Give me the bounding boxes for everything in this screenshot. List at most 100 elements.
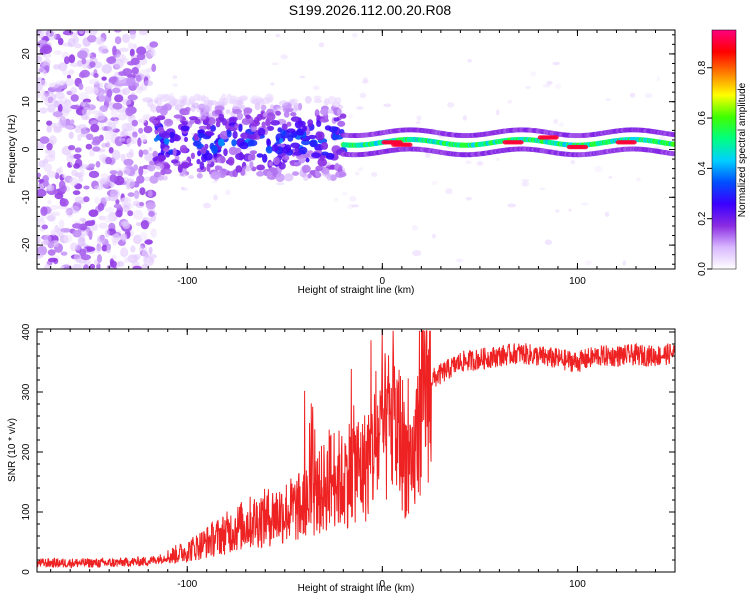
snr-ylabel: SNR (10 * v/v)	[7, 418, 18, 482]
heatmap-cell	[133, 191, 140, 200]
heatmap-cell	[88, 209, 99, 217]
heatmap-cell	[279, 100, 289, 106]
heatmap-cell	[77, 236, 86, 247]
heatmap-cell	[594, 166, 603, 173]
heatmap-cell	[327, 96, 337, 105]
heatmap-cell	[90, 219, 96, 225]
y-tick-label: 0	[21, 569, 32, 575]
heatmap-cell	[357, 167, 364, 172]
heatmap-cell	[275, 173, 285, 183]
heatmap-cell	[383, 103, 392, 108]
heatmap-cell	[41, 61, 46, 68]
heatmap-cell	[250, 153, 256, 161]
heatmap-cell	[162, 175, 168, 181]
heatmap-cell	[286, 128, 296, 133]
heatmap-cell	[254, 102, 261, 111]
heatmap-cell	[119, 137, 126, 142]
heatmap-cell	[48, 86, 55, 94]
heatmap-cell	[236, 112, 243, 121]
heatmap-cell	[530, 71, 537, 77]
heatmap-cell	[218, 97, 224, 104]
x-tick-label: -100	[177, 579, 197, 590]
heatmap-cell	[88, 170, 100, 178]
heatmap-cell	[53, 100, 60, 108]
heatmap-cell	[425, 152, 431, 158]
heatmap-cell	[88, 163, 96, 168]
heatmap-cell	[90, 124, 100, 133]
heatmap-cell	[123, 167, 131, 175]
heatmap-cell	[608, 176, 613, 179]
colorbar-tick-label: 0.0	[697, 262, 708, 276]
heatmap-cell	[147, 190, 153, 197]
colorbar-tick-label: 0.8	[697, 60, 708, 74]
heatmap-cell	[285, 108, 294, 113]
colorbar-ticks: 0.0 0.2 0.4 0.6 0.8	[697, 60, 712, 276]
heatmap-cell	[622, 260, 627, 266]
heatmap-cell	[94, 185, 104, 191]
heatmap-cell	[101, 143, 108, 148]
heatmap-cell	[219, 130, 230, 140]
heatmap-cell	[68, 69, 75, 75]
heatmap-cell	[256, 153, 264, 158]
y-tick-label: 20	[21, 48, 32, 60]
heatmap-cell	[37, 172, 41, 178]
heatmap-cell	[582, 144, 589, 150]
heatmap-cell	[284, 144, 292, 151]
heatmap-cell	[539, 187, 546, 191]
colorbar-tick-label: 0.2	[697, 211, 708, 225]
heatmap-cell	[135, 87, 143, 94]
heatmap-cell	[122, 204, 130, 213]
heatmap-cell	[552, 61, 560, 66]
heatmap-cell	[148, 246, 153, 255]
heatmap-cell	[98, 92, 106, 103]
heatmap-cell	[125, 106, 134, 117]
heatmap-cell	[46, 125, 52, 133]
heatmap-cell	[299, 75, 306, 79]
heatmap-cell	[66, 74, 72, 79]
heatmap-cell	[232, 130, 238, 139]
heatmap-cell	[39, 107, 48, 114]
snr-xlabel: Height of straight line (km)	[298, 583, 415, 594]
heatmap-cell	[106, 56, 117, 64]
heatmap-cell	[69, 242, 78, 252]
heatmap-cell	[605, 98, 611, 102]
heatmap-cell	[118, 47, 129, 52]
heatmap-cell	[123, 158, 134, 166]
heatmap-cell	[57, 37, 64, 46]
heatmap-cell	[214, 105, 225, 112]
snr-series-line	[37, 330, 675, 569]
heatmap-cell	[243, 165, 252, 172]
heatmap-cell	[152, 157, 158, 162]
heatmap-cell	[98, 45, 109, 55]
heatmap-cell	[307, 134, 317, 140]
heatmap-cell	[240, 104, 246, 110]
heatmap-cell	[281, 123, 288, 131]
heatmap-cell	[290, 116, 301, 122]
heatmap-cell	[456, 258, 464, 263]
heatmap-cell	[318, 42, 325, 48]
heatmap-cell	[148, 147, 153, 152]
heatmap-cell	[58, 62, 68, 72]
heatmap-cell	[44, 149, 50, 154]
heatmap-cell	[61, 173, 67, 179]
heatmap-cell	[114, 94, 124, 103]
y-tick-label: 300	[21, 383, 32, 400]
heatmap-cell	[147, 163, 156, 172]
heatmap-cell	[351, 204, 359, 208]
heatmap-cell	[156, 155, 167, 161]
heatmap-cell	[99, 177, 110, 185]
heatmap-cell	[270, 82, 275, 86]
heatmap-cell	[137, 137, 142, 147]
heatmap-cell	[412, 250, 422, 257]
heatmap-cell	[266, 138, 272, 148]
heatmap-cell	[203, 202, 211, 209]
heatmap-cell	[94, 112, 106, 121]
heatmap-cell	[41, 45, 53, 54]
heatmap-cell	[204, 105, 211, 113]
heatmap-cell	[226, 130, 232, 138]
heatmap-cell	[227, 126, 238, 132]
heatmap-cell	[78, 30, 85, 35]
x-tick-label: -100	[177, 276, 197, 287]
heatmap-cell	[129, 31, 136, 40]
